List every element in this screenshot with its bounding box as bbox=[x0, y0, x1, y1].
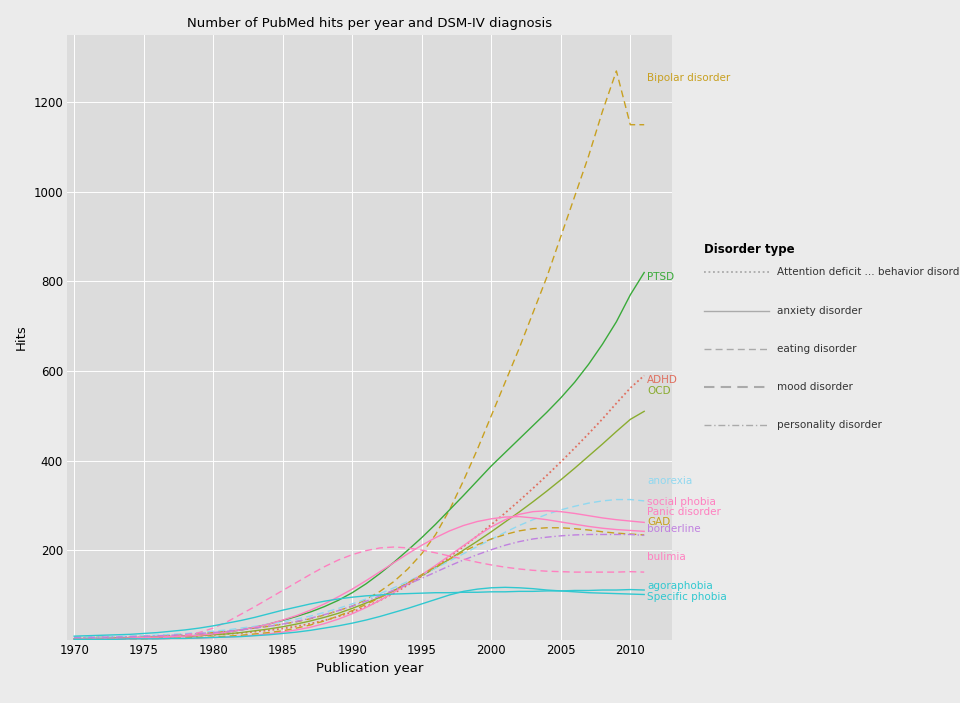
X-axis label: Publication year: Publication year bbox=[316, 662, 423, 676]
Text: personality disorder: personality disorder bbox=[777, 420, 881, 430]
Text: GAD: GAD bbox=[647, 517, 670, 527]
Text: agoraphobia: agoraphobia bbox=[647, 581, 712, 591]
Text: Disorder type: Disorder type bbox=[704, 243, 795, 256]
Text: ADHD: ADHD bbox=[647, 375, 678, 385]
Text: eating disorder: eating disorder bbox=[777, 344, 856, 354]
Text: borderline: borderline bbox=[647, 524, 701, 534]
Text: social phobia: social phobia bbox=[647, 497, 716, 507]
Text: mood disorder: mood disorder bbox=[777, 382, 852, 392]
Text: bulimia: bulimia bbox=[647, 552, 685, 562]
Text: PTSD: PTSD bbox=[647, 272, 674, 282]
Title: Number of PubMed hits per year and DSM-IV diagnosis: Number of PubMed hits per year and DSM-I… bbox=[187, 17, 552, 30]
Text: anorexia: anorexia bbox=[647, 476, 692, 486]
Text: Panic disorder: Panic disorder bbox=[647, 507, 721, 517]
Text: Bipolar disorder: Bipolar disorder bbox=[647, 72, 731, 83]
Text: Specific phobia: Specific phobia bbox=[647, 592, 727, 602]
Text: Attention deficit ... behavior disorder: Attention deficit ... behavior disorder bbox=[777, 267, 960, 278]
Text: OCD: OCD bbox=[647, 386, 671, 396]
Text: anxiety disorder: anxiety disorder bbox=[777, 306, 862, 316]
Y-axis label: Hits: Hits bbox=[14, 325, 28, 350]
